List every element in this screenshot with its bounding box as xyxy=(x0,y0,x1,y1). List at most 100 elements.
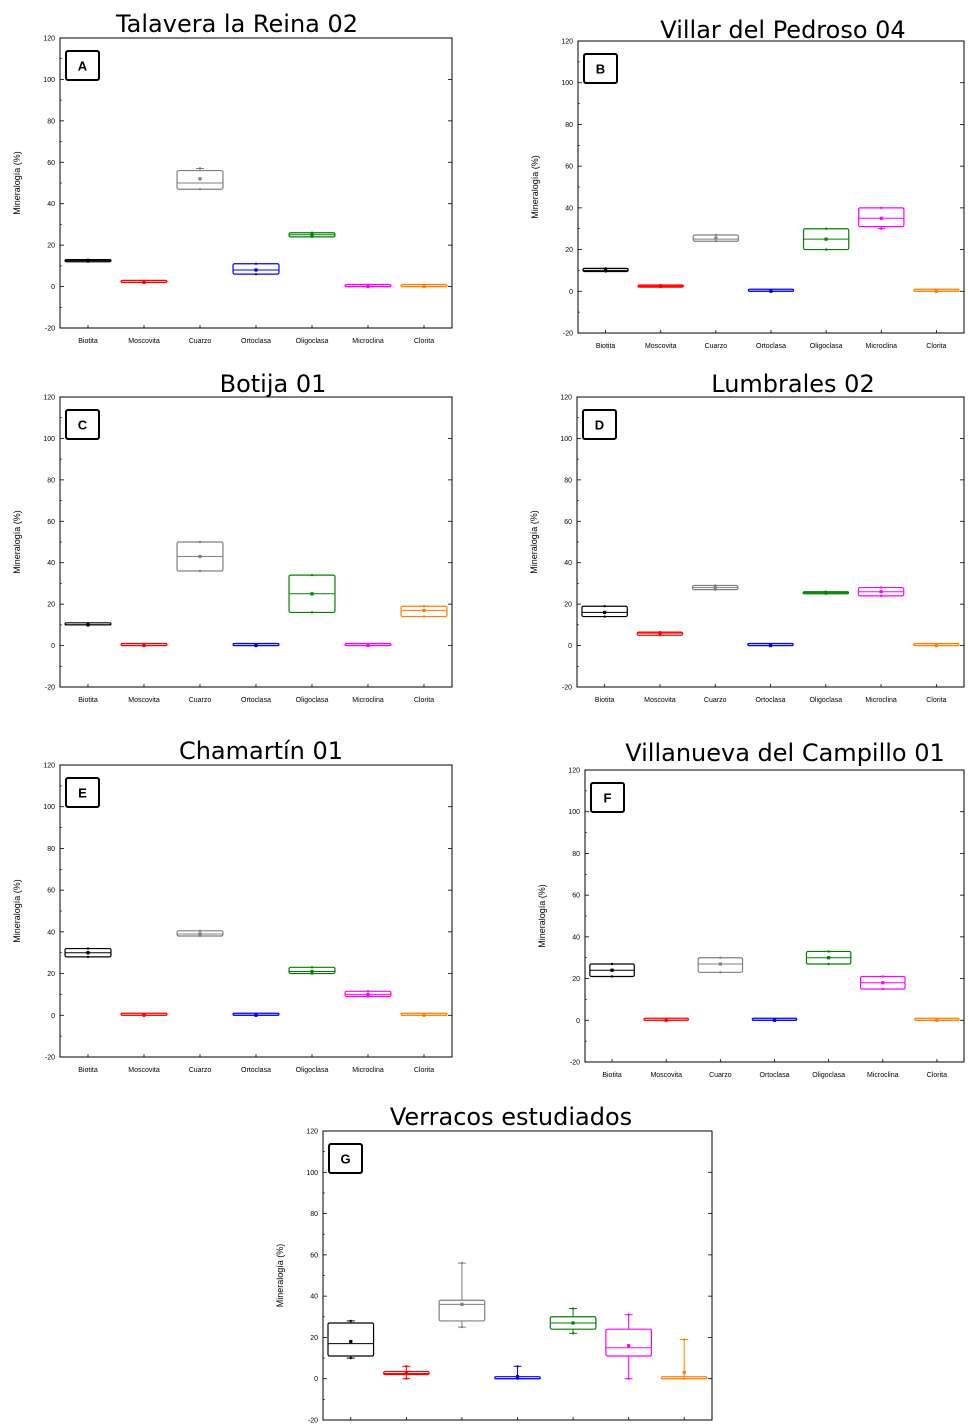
x-tick-label: Clorita xyxy=(926,697,946,704)
box-max-point xyxy=(311,966,313,968)
box-max-point xyxy=(423,605,425,607)
x-tick-label: Ortoclasa xyxy=(241,697,271,704)
box-min-point xyxy=(880,228,882,230)
x-tick-label: Biotita xyxy=(78,1067,98,1074)
x-tick-label: Microclina xyxy=(352,1067,384,1074)
y-axis-label: Mineralogía (%) xyxy=(12,510,22,574)
x-tick-label: Microclina xyxy=(352,338,384,345)
box-mean-marker xyxy=(349,1340,352,1343)
y-tick-label: 40 xyxy=(310,1294,318,1301)
box-max-point xyxy=(461,1262,463,1264)
box-min-point xyxy=(773,1019,775,1021)
box-max-point xyxy=(87,947,89,949)
box-min-point xyxy=(769,644,771,646)
box-biotita xyxy=(65,947,111,958)
panel-letter: G xyxy=(340,1152,350,1167)
box-min-point xyxy=(825,248,827,250)
box-series-6 xyxy=(606,1314,652,1380)
box-mean-marker xyxy=(310,592,313,595)
box-min-point xyxy=(367,995,369,997)
y-tick-label: 0 xyxy=(569,289,573,296)
box-series-2 xyxy=(384,1365,430,1380)
box-microclina xyxy=(858,586,903,597)
box-min-point xyxy=(660,286,662,288)
box-min-point xyxy=(255,644,257,646)
box-mean-marker xyxy=(460,1303,463,1306)
box-clorita xyxy=(401,605,447,618)
box-min-point xyxy=(604,270,606,272)
box-body xyxy=(328,1323,374,1356)
x-tick-label: Cuarzo xyxy=(709,1072,732,1079)
panel-d: Lumbrales 02-20020406080100120Mineralogí… xyxy=(529,370,964,704)
box-mean-marker xyxy=(825,238,828,241)
box-series-1 xyxy=(328,1320,374,1360)
box-cuarzo xyxy=(693,234,738,243)
box-min-point xyxy=(659,634,661,636)
box-mean-marker xyxy=(86,951,89,954)
box-clorita xyxy=(401,284,447,288)
box-oligoclasa xyxy=(289,574,335,614)
x-tick-label: Oligoclasa xyxy=(296,697,329,704)
box-min-point xyxy=(311,236,313,238)
x-tick-label: Clorita xyxy=(414,697,434,704)
box-min-point xyxy=(87,624,89,626)
box-series-5 xyxy=(550,1307,596,1334)
box-mean-marker xyxy=(254,268,257,271)
box-series-7 xyxy=(661,1338,707,1380)
panel-title: Talavera la Reina 02 xyxy=(115,10,358,38)
x-tick-label: Ortoclasa xyxy=(756,343,786,350)
box-min-point xyxy=(87,956,89,958)
box-min-point xyxy=(423,285,425,287)
box-biotita xyxy=(590,963,634,978)
box-max-point xyxy=(405,1365,407,1367)
x-tick-label: Cuarzo xyxy=(189,1067,212,1074)
y-axis-label: Mineralogía (%) xyxy=(275,1244,285,1308)
panel-e: Chamartín 01-20020406080100120Mineralogí… xyxy=(12,737,452,1074)
box-series-4 xyxy=(495,1365,541,1380)
y-tick-label: 80 xyxy=(565,122,573,129)
box-mean-marker xyxy=(198,177,201,180)
y-tick-label: -20 xyxy=(45,1055,55,1062)
y-tick-label: 80 xyxy=(47,118,55,125)
box-min-point xyxy=(611,975,613,977)
box-min-point xyxy=(603,615,605,617)
x-tick-label: Moscovita xyxy=(650,1072,682,1079)
box-ortoclasa xyxy=(233,1013,279,1017)
y-tick-label: 0 xyxy=(51,1013,55,1020)
box-biotita xyxy=(65,623,111,627)
box-min-point xyxy=(423,615,425,617)
y-tick-label: 80 xyxy=(310,1211,318,1218)
box-min-point xyxy=(461,1326,463,1328)
y-tick-label: 100 xyxy=(561,80,573,87)
panel-c: Botija 01-20020406080100120Mineralogía (… xyxy=(12,370,452,704)
y-tick-label: 100 xyxy=(560,436,572,443)
x-tick-label: Oligoclasa xyxy=(810,343,843,350)
y-tick-label: 120 xyxy=(43,36,55,43)
box-moscovita xyxy=(121,1013,167,1017)
x-tick-label: Moscovita xyxy=(128,1067,160,1074)
x-tick-label: Microclina xyxy=(867,1072,899,1079)
box-max-point xyxy=(660,284,662,286)
panel-title: Villar del Pedroso 04 xyxy=(660,16,905,44)
box-clorita xyxy=(914,289,959,293)
box-max-point xyxy=(87,258,89,260)
y-tick-label: 0 xyxy=(568,643,572,650)
box-min-point xyxy=(627,1378,629,1380)
box-cuarzo xyxy=(693,584,738,591)
panel-g: Verracos estudiados -20 0 20 40 60 80 100 120 Min… xyxy=(275,1103,712,1425)
box-oligoclasa xyxy=(289,232,335,239)
box-ortoclasa xyxy=(752,1018,796,1022)
y-tick-label: 60 xyxy=(572,893,580,900)
y-tick-label: 60 xyxy=(310,1252,318,1259)
panel-title: Botija 01 xyxy=(220,370,327,398)
box-mean-marker xyxy=(627,1344,630,1347)
box-mean-marker xyxy=(571,1321,574,1324)
box-max-point xyxy=(715,234,717,236)
box-microclina xyxy=(859,207,904,230)
box-max-point xyxy=(255,263,257,265)
x-tick-label: Moscovita xyxy=(645,343,677,350)
y-tick-label: 120 xyxy=(306,1129,318,1136)
box-mean-marker xyxy=(879,590,882,593)
box-clorita xyxy=(401,1013,447,1017)
